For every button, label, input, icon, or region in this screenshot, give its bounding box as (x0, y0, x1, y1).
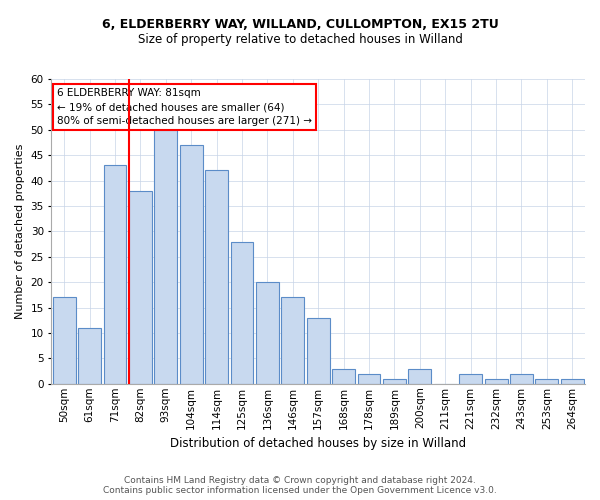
Bar (154, 130, 177, 384)
Bar (78, 328, 101, 384)
Bar (332, 368, 355, 384)
Bar (53, 298, 76, 384)
Text: Contains HM Land Registry data © Crown copyright and database right 2024.
Contai: Contains HM Land Registry data © Crown c… (103, 476, 497, 495)
Bar (409, 368, 431, 384)
Bar (256, 282, 279, 384)
Text: Size of property relative to detached houses in Willand: Size of property relative to detached ho… (137, 32, 463, 46)
Bar (485, 378, 508, 384)
Bar (535, 378, 559, 384)
Bar (383, 378, 406, 384)
Bar (104, 166, 127, 384)
Text: 6, ELDERBERRY WAY, WILLAND, CULLOMPTON, EX15 2TU: 6, ELDERBERRY WAY, WILLAND, CULLOMPTON, … (101, 18, 499, 30)
Bar (180, 145, 203, 384)
Bar (358, 374, 380, 384)
Bar (561, 378, 584, 384)
Text: 6 ELDERBERRY WAY: 81sqm
← 19% of detached houses are smaller (64)
80% of semi-de: 6 ELDERBERRY WAY: 81sqm ← 19% of detache… (57, 88, 312, 126)
Bar (281, 298, 304, 384)
Bar (230, 242, 253, 384)
Bar (129, 190, 152, 384)
Bar (510, 374, 533, 384)
Bar (307, 318, 329, 384)
Bar (205, 170, 228, 384)
X-axis label: Distribution of detached houses by size in Willand: Distribution of detached houses by size … (170, 437, 466, 450)
Bar (459, 374, 482, 384)
Y-axis label: Number of detached properties: Number of detached properties (15, 144, 25, 319)
